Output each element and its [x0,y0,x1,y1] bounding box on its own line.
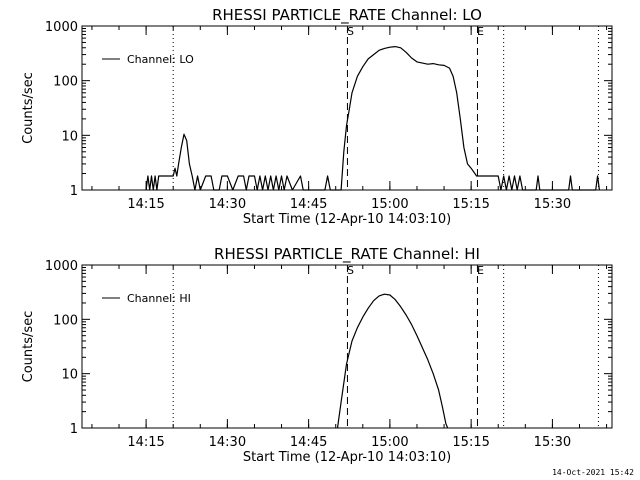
footer-timestamp: 14-Oct-2021 15:42 [552,468,634,477]
x-tick-label: 15:15 [452,197,489,212]
x-tick-label: 15:30 [534,435,571,450]
y-tick-label: 1000 [45,259,78,274]
chart-title: RHESSI PARTICLE_RATE Channel: HI [214,245,480,264]
y-axis-label: Counts/sec [21,311,36,383]
series-line [336,293,449,429]
time-marker-label: S [347,25,354,38]
x-tick-label: 15:00 [371,435,408,450]
y-tick-label: 100 [53,313,78,328]
y-tick-label: 100 [53,75,78,90]
y-tick-label: 1000 [45,20,78,35]
x-axis-label: Start Time (12-Apr-10 14:03:10) [243,212,451,227]
y-tick-label: 1 [70,184,78,199]
time-marker-label: S [347,264,354,277]
x-tick-label: 15:15 [452,435,489,450]
x-tick-label: 14:15 [127,435,164,450]
y-tick-label: 10 [61,129,78,144]
legend-label: Channel: LO [127,53,194,66]
chart-title: RHESSI PARTICLE_RATE Channel: LO [212,6,482,25]
x-tick-label: 14:45 [290,435,327,450]
y-axis-label: Counts/sec [21,72,36,144]
y-tick-label: 1 [70,422,78,437]
legend-label: Channel: HI [127,292,191,305]
x-tick-label: 15:30 [534,197,571,212]
x-tick-label: 14:30 [209,197,246,212]
time-marker-label: E [477,264,484,277]
x-axis-label: Start Time (12-Apr-10 14:03:10) [243,450,451,465]
x-tick-label: 14:30 [209,435,246,450]
x-tick-label: 14:15 [127,197,164,212]
x-tick-label: 14:45 [290,197,327,212]
series-line [145,46,600,191]
time-marker-label: E [477,25,484,38]
y-tick-label: 10 [61,368,78,383]
x-tick-label: 15:00 [371,197,408,212]
